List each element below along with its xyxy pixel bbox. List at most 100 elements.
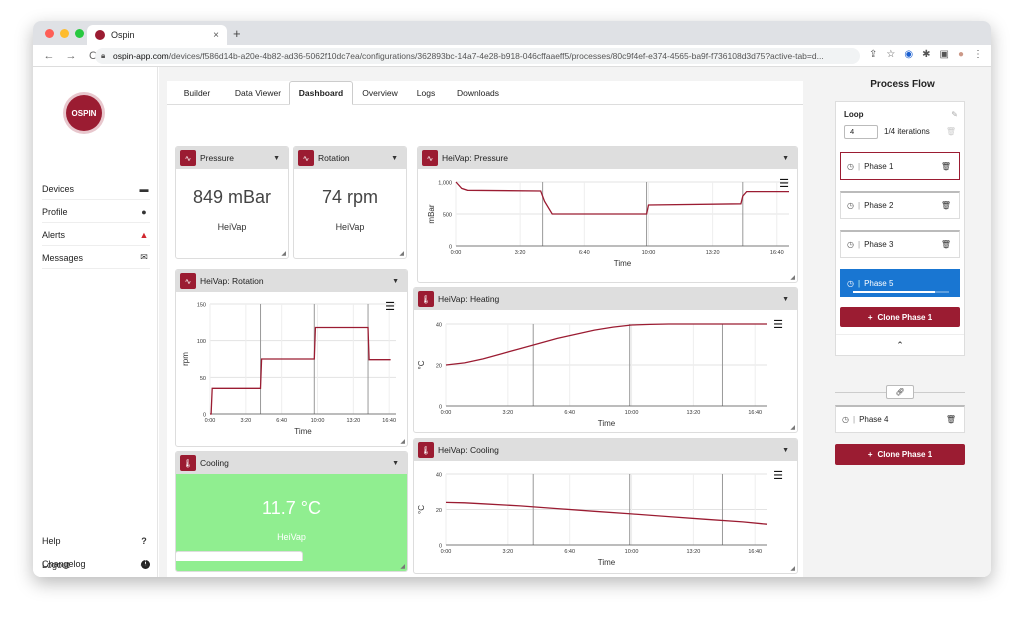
forward-icon[interactable]: → — [65, 49, 77, 62]
process-flow-title: Process Flow — [870, 79, 935, 90]
tab-downloads[interactable]: Downloads — [456, 88, 500, 98]
device-icon: ▬ — [139, 183, 149, 194]
tab-close-icon[interactable]: × — [213, 29, 219, 41]
info-icon: i — [141, 559, 150, 569]
x-tick-label: 13:20 — [346, 418, 360, 424]
caret-down-icon[interactable]: ▼ — [392, 459, 399, 467]
resize-handle-icon[interactable]: ◢ — [400, 564, 405, 570]
reload-icon[interactable]: C — [89, 49, 97, 62]
resize-handle-icon[interactable]: ◢ — [790, 425, 795, 431]
caret-down-icon[interactable]: ▼ — [782, 154, 789, 162]
resize-handle-icon[interactable]: ◢ — [790, 275, 795, 281]
clone-phase-button-inner[interactable]: + Clone Phase 1 — [840, 307, 960, 327]
logout-icon: ⇥ — [140, 559, 148, 570]
clock-icon: ◷ — [847, 278, 854, 288]
x-tick-label: 6:40 — [276, 418, 287, 424]
tab-dashboard[interactable]: Dashboard — [289, 81, 353, 105]
url-field[interactable]: 🔒︎ ospin-app.com/devices/f586d14b-a20e-4… — [95, 48, 860, 64]
trash-icon[interactable]: 🗑︎ — [940, 240, 951, 249]
heating-chart-widget: 🌡︎ HeiVap: Heating ▼ 0 20 40 0:00 3:20 6:40 10… — [413, 287, 798, 433]
question-icon: ? — [141, 536, 147, 546]
sidebar-item-devices[interactable]: Devices ▬ — [42, 178, 150, 200]
phase-progress-fill — [853, 291, 935, 293]
url-path: /devices/f586d14b-a20e-4b82-ad36-5062f10… — [168, 51, 824, 61]
sidebar-item-messages[interactable]: Messages ✉ — [42, 247, 150, 269]
chart-menu-icon[interactable]: ☰ — [773, 319, 783, 331]
phase-item-3[interactable]: ◷ | Phase 3 🗑︎ — [840, 230, 960, 258]
caret-down-icon[interactable]: ▼ — [391, 154, 398, 162]
loop-container: Loop ✎ 4 1/4 iterations 🗑︎ ◷ | Phase 1 🗑︎… — [835, 101, 965, 356]
y-tick-label: 40 — [436, 473, 442, 479]
extension-icon[interactable]: ◉ — [904, 49, 914, 60]
loop-count-input[interactable]: 4 — [844, 125, 878, 139]
caret-down-icon[interactable]: ▼ — [273, 154, 280, 162]
phase-item-1[interactable]: ◷ | Phase 1 🗑︎ — [840, 152, 960, 180]
profile-avatar-icon[interactable]: ● — [957, 49, 964, 60]
trash-icon[interactable]: 🗑︎ — [940, 161, 951, 171]
new-tab-button[interactable]: + — [233, 26, 241, 41]
y-axis-label: °C — [417, 505, 426, 514]
tab-builder[interactable]: Builder — [183, 88, 211, 98]
tab-logs[interactable]: Logs — [416, 88, 436, 98]
x-axis-label: Time — [614, 259, 632, 268]
browser-tab[interactable]: Ospin × — [87, 25, 227, 45]
add-widget-stub[interactable] — [175, 551, 303, 561]
trash-icon[interactable]: 🗑︎ — [945, 415, 956, 424]
chart-menu-icon[interactable]: ☰ — [385, 301, 395, 313]
phase-item-2[interactable]: ◷ | Phase 2 🗑︎ — [840, 191, 960, 219]
clone-label: Clone Phase 1 — [877, 312, 933, 322]
back-icon[interactable]: ← — [43, 49, 55, 62]
sidebar-item-alerts[interactable]: Alerts ▲ — [42, 224, 150, 246]
rotation-curve-icon: ∿ — [180, 273, 196, 289]
y-tick-label: 500 — [443, 213, 452, 219]
ospin-logo[interactable]: OSPIN — [66, 95, 102, 131]
sidebar-item-changelog[interactable]: Changelog i — [42, 553, 150, 575]
caret-down-icon[interactable]: ▼ — [782, 446, 789, 454]
clone-phase-button-outer[interactable]: + Clone Phase 1 — [835, 444, 965, 465]
resize-handle-icon[interactable]: ◢ — [400, 439, 405, 445]
chart-menu-icon[interactable]: ☰ — [779, 178, 789, 190]
trash-icon[interactable]: 🗑︎ — [940, 201, 951, 210]
rotation-widget: ∿ Rotation ▼ 74 rpm HeiVap ◢ — [293, 146, 407, 259]
sidebar-item-label: Alerts — [42, 229, 66, 240]
link-button[interactable]: 🔗︎ — [886, 385, 914, 399]
widget-title: HeiVap: Cooling — [438, 445, 499, 455]
bookmark-star-icon[interactable]: ☆ — [886, 49, 896, 60]
x-axis-label: Time — [598, 558, 616, 567]
side-panel-icon[interactable]: ▣ — [939, 49, 949, 60]
trash-icon[interactable]: 🗑︎ — [945, 127, 956, 136]
y-tick-label: 1,000 — [438, 181, 452, 187]
close-window-button[interactable] — [45, 29, 54, 38]
maximize-window-button[interactable] — [75, 29, 84, 38]
tab-data-viewer[interactable]: Data Viewer — [234, 88, 282, 98]
chart-menu-icon[interactable]: ☰ — [773, 470, 783, 482]
collapse-loop-button[interactable]: ⌃ — [836, 334, 964, 356]
resize-handle-icon[interactable]: ◢ — [399, 251, 404, 257]
phase-progress-bar — [853, 291, 949, 293]
tab-overview[interactable]: Overview — [362, 88, 398, 98]
menu-dots-icon[interactable]: ⋮ — [973, 49, 983, 60]
edit-icon[interactable]: ✎ — [951, 110, 958, 119]
sidebar-item-logout-row[interactable]: Logout ⇥ — [42, 554, 150, 576]
sidebar-item-label: Messages — [42, 252, 84, 263]
pressure-chart-widget: ∿ HeiVap: Pressure ▼ 0 500 1,000 0:00 3:20 6:… — [417, 146, 798, 283]
x-tick-label: 10:00 — [311, 418, 325, 424]
sidebar-item-profile[interactable]: Profile ● — [42, 201, 150, 223]
resize-handle-icon[interactable]: ◢ — [281, 251, 286, 257]
phase-item-5[interactable]: ◷ | Phase 5 — [840, 269, 960, 297]
caret-down-icon[interactable]: ▼ — [392, 277, 399, 285]
x-tick-label: 6:40 — [579, 250, 590, 256]
share-icon[interactable]: ⇪ — [869, 49, 878, 60]
puzzle-icon[interactable]: ✱ — [922, 49, 931, 60]
thermometer-icon: 🌡︎ — [180, 455, 196, 471]
phase-item-4[interactable]: ◷ | Phase 4 🗑︎ — [835, 405, 965, 433]
sidebar-item-help[interactable]: Help ? — [42, 530, 150, 552]
x-axis-label: Time — [598, 419, 616, 428]
minimize-window-button[interactable] — [60, 29, 69, 38]
x-tick-label: 16:40 — [770, 250, 784, 256]
caret-down-icon[interactable]: ▼ — [782, 295, 789, 303]
clone-label: Clone Phase 1 — [877, 450, 933, 459]
resize-handle-icon[interactable]: ◢ — [790, 566, 795, 572]
y-tick-label: 0 — [439, 405, 442, 411]
ospin-favicon-icon — [95, 30, 105, 40]
